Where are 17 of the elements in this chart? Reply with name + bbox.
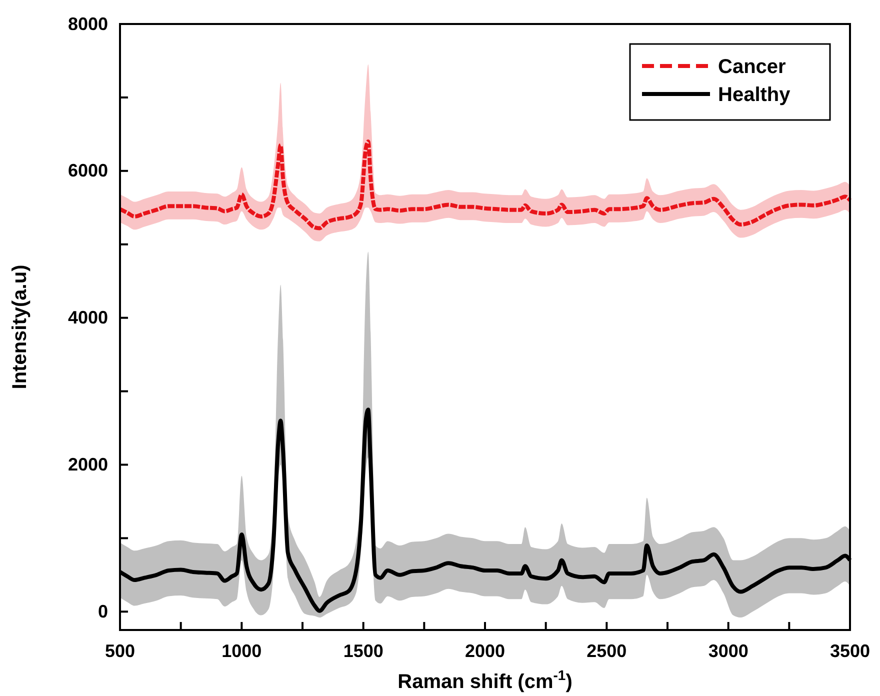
y-tick-label: 4000 <box>68 308 108 328</box>
y-axis-title: Intensity(a.u) <box>9 264 31 390</box>
y-tick-label: 6000 <box>68 160 108 181</box>
x-tick-label: 2000 <box>464 640 506 661</box>
x-tick-label: 3500 <box>830 640 870 661</box>
x-tick-label: 1500 <box>343 640 384 661</box>
x-tick-label: 1000 <box>222 640 262 661</box>
x-tick-label: 3000 <box>708 640 748 661</box>
line-series <box>118 140 852 230</box>
legend-label: Cancer <box>718 56 786 78</box>
x-axis-title: Raman shift (cm$^{-1}$) <box>398 667 572 693</box>
y-tick-label: 8000 <box>68 14 108 34</box>
y-tick-label: 0 <box>98 601 108 622</box>
legend-label: Healthy <box>718 84 792 106</box>
x-tick-label: 500 <box>104 640 136 661</box>
y-tick-label: 2000 <box>68 454 108 474</box>
x-tick-label: 2500 <box>586 640 627 661</box>
